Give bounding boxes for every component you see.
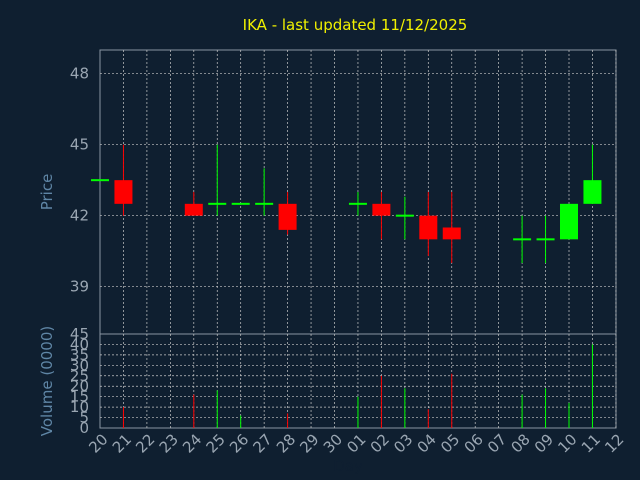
- x-tick-label: 05: [437, 430, 463, 456]
- volume-tick-label: 20: [70, 377, 89, 395]
- x-tick-label: 25: [203, 430, 229, 456]
- price-tick-label: 39: [70, 278, 89, 296]
- candle-body: [560, 203, 578, 240]
- price-tick-label: 42: [70, 207, 89, 225]
- x-tick-label: 21: [109, 430, 135, 456]
- x-tick-label: 22: [132, 430, 158, 456]
- x-tick-label: 28: [273, 430, 299, 456]
- x-tick-label: 11: [578, 430, 604, 456]
- candle-body: [536, 238, 555, 241]
- volume-tick-label: 15: [70, 388, 89, 406]
- x-tick-label: 27: [249, 430, 275, 456]
- x-tick-label: 23: [156, 430, 182, 456]
- candle-body: [583, 180, 602, 204]
- volume-tick-label: 45: [70, 325, 89, 343]
- volume-tick-label: 35: [70, 346, 89, 364]
- candle-body: [184, 203, 203, 216]
- price-axis-label: Price: [38, 174, 56, 211]
- x-tick-label: 12: [601, 430, 627, 456]
- candle-body: [91, 179, 109, 182]
- x-axis-label: Day: [333, 457, 363, 475]
- price-tick-label: 45: [70, 136, 89, 154]
- x-tick-label: 03: [390, 430, 416, 456]
- price-plot: 39 42 45 48: [70, 49, 617, 335]
- chart-title: IKA - last updated 11/12/2025: [243, 16, 468, 34]
- volume-tick-label: 40: [70, 335, 89, 353]
- x-tick-label: 26: [226, 430, 252, 456]
- candle-body: [114, 180, 133, 204]
- candle-body: [278, 203, 297, 230]
- volume-tick-label: 5: [79, 409, 89, 427]
- x-tick-label: 30: [320, 430, 346, 456]
- candle-body: [513, 238, 532, 241]
- x-tick-label: 01: [343, 430, 369, 456]
- candle-body: [419, 215, 438, 240]
- x-tick-label: 04: [414, 430, 440, 456]
- candle-body: [208, 202, 227, 205]
- candle-body: [372, 203, 391, 216]
- x-tick-label: 10: [554, 430, 580, 456]
- candle-body: [255, 202, 274, 205]
- x-tick-label: 08: [507, 430, 533, 456]
- price-tick-label: 48: [70, 65, 89, 83]
- candle-body: [231, 202, 250, 205]
- candle-body: [442, 227, 461, 240]
- x-tick-label: 29: [296, 430, 322, 456]
- x-tick-label: 20: [85, 430, 111, 456]
- volume-axis-label: Volume (0000): [38, 326, 56, 436]
- volume-tick-label: 25: [70, 367, 89, 385]
- x-axis-ticks: 2021222324252627282930010203040506070809…: [85, 430, 627, 456]
- volume-tick-label: 10: [70, 398, 89, 416]
- candle-body: [348, 202, 367, 205]
- x-tick-label: 02: [367, 430, 393, 456]
- candle-body: [395, 214, 414, 217]
- volume-tick-label: 30: [70, 356, 89, 374]
- volume-tick-label: 0: [79, 419, 89, 437]
- x-tick-label: 09: [531, 430, 557, 456]
- x-tick-label: 07: [484, 430, 510, 456]
- x-tick-label: 06: [461, 430, 487, 456]
- x-tick-label: 24: [179, 430, 205, 456]
